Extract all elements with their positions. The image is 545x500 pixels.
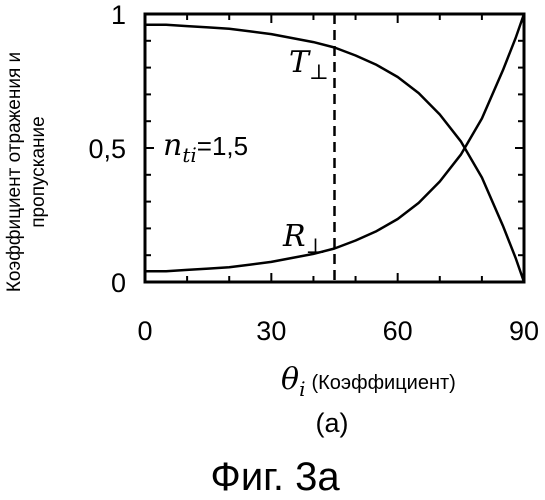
y-axis-label-line1: Коэффициент отражения и [4, 52, 25, 292]
annotation-subscript: ti [182, 143, 196, 167]
x-axis-label: θi (Коэффициент) [281, 362, 456, 401]
y-tick-labels: 00,51 [88, 0, 126, 298]
x-tick-label: 30 [256, 316, 286, 346]
annotation-symbol: n [163, 128, 182, 163]
series-label-t-subscript: ⊥ [309, 60, 329, 84]
series-label-r-subscript: ⊥ [306, 234, 326, 258]
x-axis-label-text: (Коэффициент) [311, 372, 455, 394]
figure-title: Фиг. 3а [210, 455, 340, 499]
y-axis-label-line2: пропускание [28, 116, 49, 227]
series-label-r: R⊥ [282, 219, 325, 258]
y-tick-label: 0,5 [88, 134, 126, 164]
y-tick-label: 0 [111, 268, 126, 298]
y-tick-label: 1 [111, 0, 126, 30]
figure-caption: (a) [316, 408, 349, 438]
refractive-index-annotation: nti=1,5 [163, 128, 248, 167]
series-label-r-symbol: R [282, 219, 306, 254]
x-tick-label: 60 [383, 316, 413, 346]
x-axis-label-subscript: i [299, 377, 305, 401]
annotation-value: =1,5 [197, 131, 248, 161]
x-axis-label-symbol: θ [281, 362, 299, 397]
x-tick-label: 90 [509, 316, 539, 346]
series-label-t-symbol: T [289, 45, 311, 80]
x-tick-labels: 0 30 60 90 [137, 316, 539, 346]
series-label-t: T⊥ [289, 45, 329, 84]
x-tick-label: 0 [137, 316, 152, 346]
